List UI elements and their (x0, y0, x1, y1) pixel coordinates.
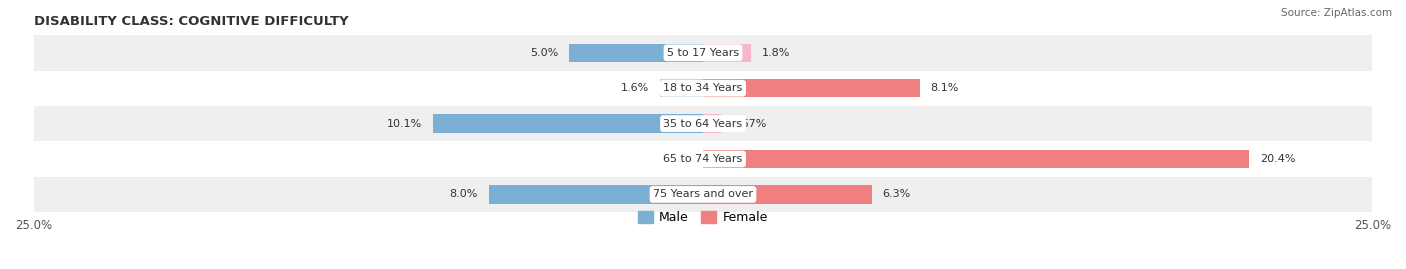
Bar (703, 44, 751, 62)
Text: Source: ZipAtlas.com: Source: ZipAtlas.com (1281, 8, 1392, 18)
Bar (34, 177, 1372, 212)
Text: 0.67%: 0.67% (731, 119, 768, 129)
Text: 0.0%: 0.0% (664, 154, 692, 164)
Text: 5 to 17 Years: 5 to 17 Years (666, 48, 740, 58)
Bar (489, 185, 703, 204)
Bar (34, 35, 1372, 70)
Bar (569, 44, 703, 62)
Text: 5.0%: 5.0% (530, 48, 558, 58)
Bar (703, 114, 721, 133)
Text: 75 Years and over: 75 Years and over (652, 189, 754, 199)
Text: 8.1%: 8.1% (931, 83, 959, 93)
Bar (703, 150, 1250, 168)
Text: DISABILITY CLASS: COGNITIVE DIFFICULTY: DISABILITY CLASS: COGNITIVE DIFFICULTY (34, 15, 349, 28)
Text: 1.8%: 1.8% (762, 48, 790, 58)
Bar (703, 79, 920, 97)
Text: 35 to 64 Years: 35 to 64 Years (664, 119, 742, 129)
Text: 6.3%: 6.3% (883, 189, 911, 199)
Text: 20.4%: 20.4% (1260, 154, 1295, 164)
Text: 1.6%: 1.6% (621, 83, 650, 93)
Text: 18 to 34 Years: 18 to 34 Years (664, 83, 742, 93)
Bar (661, 79, 703, 97)
Text: 65 to 74 Years: 65 to 74 Years (664, 154, 742, 164)
Bar (34, 70, 1372, 106)
Bar (703, 185, 872, 204)
Text: 8.0%: 8.0% (450, 189, 478, 199)
Legend: Male, Female: Male, Female (633, 206, 773, 229)
Text: 10.1%: 10.1% (387, 119, 422, 129)
Bar (433, 114, 703, 133)
Bar (34, 141, 1372, 177)
Bar (34, 106, 1372, 141)
